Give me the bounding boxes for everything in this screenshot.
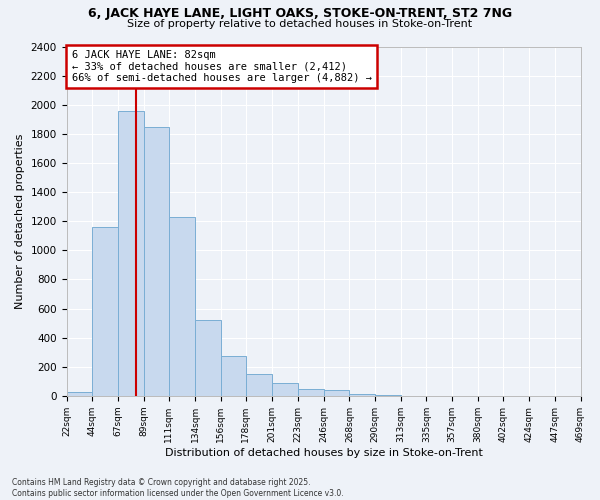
Bar (118, 110, 143, 396)
Bar (92, 227, 118, 396)
Bar (324, 390, 349, 396)
Bar (272, 384, 298, 396)
Bar (349, 394, 374, 396)
Bar (196, 320, 221, 396)
Bar (246, 374, 272, 396)
Text: 6 JACK HAYE LANE: 82sqm
← 33% of detached houses are smaller (2,412)
66% of semi: 6 JACK HAYE LANE: 82sqm ← 33% of detache… (71, 50, 371, 83)
Bar (67, 392, 92, 396)
Bar (169, 217, 196, 396)
Y-axis label: Number of detached properties: Number of detached properties (15, 134, 25, 309)
Text: Size of property relative to detached houses in Stoke-on-Trent: Size of property relative to detached ho… (127, 19, 473, 29)
Text: 6, JACK HAYE LANE, LIGHT OAKS, STOKE-ON-TRENT, ST2 7NG: 6, JACK HAYE LANE, LIGHT OAKS, STOKE-ON-… (88, 8, 512, 20)
X-axis label: Distribution of detached houses by size in Stoke-on-Trent: Distribution of detached houses by size … (164, 448, 482, 458)
Bar (143, 126, 169, 396)
Bar (374, 395, 401, 396)
Text: Contains HM Land Registry data © Crown copyright and database right 2025.
Contai: Contains HM Land Registry data © Crown c… (12, 478, 344, 498)
Bar (298, 388, 324, 396)
Bar (221, 356, 246, 396)
